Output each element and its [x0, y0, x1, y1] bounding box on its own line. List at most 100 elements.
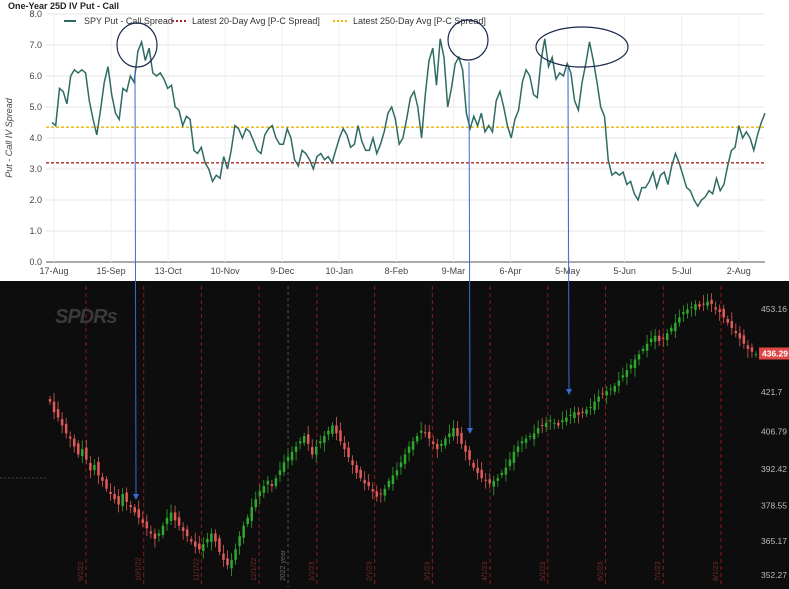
price-tick-label: 392.42	[761, 464, 787, 474]
candle-body	[181, 527, 185, 531]
candle-body	[214, 533, 217, 542]
put-call-spread-chart: One-Year 25D IV Put - Call 0.0 1.0 2.0 3.0 4…	[0, 0, 789, 281]
spy-spread-line	[51, 38, 766, 208]
candle-body	[193, 541, 197, 547]
candle-body	[72, 438, 76, 447]
candle-body	[339, 430, 342, 442]
candle-body	[81, 449, 84, 457]
price-tick-label: 352.27	[761, 570, 787, 580]
candle-body	[682, 312, 685, 315]
candle-body	[250, 507, 253, 521]
candle-body	[569, 414, 572, 416]
month-marker-label: 6/1/23	[598, 561, 605, 581]
candle-body	[254, 499, 258, 508]
candle-body	[617, 380, 621, 386]
candle-body	[621, 375, 625, 378]
candle-body	[440, 443, 443, 447]
candle-body	[436, 443, 439, 450]
candle-body	[472, 462, 475, 468]
candle-body	[690, 306, 693, 308]
candle-body	[399, 462, 403, 468]
candle-body	[415, 436, 419, 442]
candle-body	[177, 517, 181, 526]
month-marker-label: 3/1/23	[424, 561, 431, 581]
candle-body	[452, 428, 455, 437]
candle-body	[270, 483, 274, 487]
month-marker-label: 12/1/22	[251, 558, 258, 581]
candle-body	[290, 451, 294, 461]
candle-body	[230, 559, 233, 569]
y-tick-label: 2.0	[29, 195, 42, 205]
candle-body	[347, 447, 350, 458]
candle-body	[294, 446, 298, 452]
chart-legend: SPY Put - Call Spread Latest 20-Day Avg […	[64, 16, 486, 26]
candle-body	[359, 469, 362, 479]
candle-body	[189, 539, 193, 542]
candle-body	[327, 430, 330, 435]
legend-label: Latest 20-Day Avg [P-C Spread]	[192, 16, 320, 26]
top-y-axis-ticks: 0.0 1.0 2.0 3.0 4.0 5.0 6.0 7.0 8.0	[29, 9, 42, 267]
candle-body	[512, 451, 516, 463]
candle-body	[686, 309, 689, 314]
x-tick-label: 9-Dec	[270, 266, 295, 276]
price-tick-label: 378.55	[761, 501, 787, 511]
candle-body	[210, 533, 213, 542]
candle-body	[520, 441, 524, 444]
candle-body	[218, 538, 221, 552]
candle-body	[540, 424, 544, 426]
top-x-axis-ticks: 17-Aug 15-Sep 13-Oct 10-Nov 9-Dec 10-Jan 8-Feb…	[39, 266, 750, 276]
candle-body	[694, 304, 697, 310]
candle-body	[480, 469, 483, 479]
candle-body	[133, 507, 136, 513]
candle-body	[407, 446, 411, 453]
candle-body	[375, 491, 379, 497]
month-marker-label: 8/1/23	[713, 561, 720, 581]
candle-body	[698, 304, 701, 307]
candle-body	[242, 525, 245, 538]
candle-body	[165, 517, 169, 525]
candle-body	[274, 478, 278, 487]
candle-body	[532, 433, 536, 440]
chart-title: One-Year 25D IV Put - Call	[8, 1, 119, 11]
y-tick-label: 4.0	[29, 133, 42, 143]
candle-body	[460, 432, 463, 444]
candle-body	[597, 396, 600, 402]
candle-body	[282, 462, 286, 472]
candle-body	[125, 492, 128, 502]
candle-body	[169, 512, 173, 521]
candle-body	[129, 505, 132, 508]
candle-body	[536, 428, 540, 434]
candle-body	[561, 420, 564, 423]
candle-body	[335, 425, 338, 434]
year-marker-label: 2022 year	[280, 549, 287, 581]
candle-body	[476, 467, 479, 473]
candle-body	[601, 393, 604, 395]
candle-body	[670, 327, 673, 332]
candle-body	[581, 411, 584, 413]
candle-body	[302, 436, 306, 443]
x-tick-label: 8-Feb	[385, 266, 409, 276]
candle-body	[266, 480, 270, 485]
y-tick-label: 7.0	[29, 40, 42, 50]
candle-body	[738, 333, 742, 339]
candle-body	[444, 438, 447, 446]
candle-body	[657, 335, 661, 342]
candle-body	[665, 333, 669, 341]
price-tick-label: 421.7	[761, 387, 783, 397]
candle-body	[234, 549, 237, 560]
price-axis: 453.16 436.29 421.7 406.79 392.42 378.55 365.1…	[759, 304, 789, 580]
y-tick-label: 1.0	[29, 226, 42, 236]
month-marker-label: 4/1/23	[482, 561, 489, 581]
candle-body	[754, 354, 758, 356]
candle-body	[456, 428, 459, 436]
candle-body	[68, 436, 72, 439]
candle-body	[706, 301, 709, 306]
month-marker-label: 1/1/23	[309, 561, 316, 581]
y-axis-label: Put - Call IV Spread	[4, 97, 14, 178]
candle-body	[161, 525, 165, 536]
candle-body	[395, 470, 399, 476]
x-tick-label: 5-Jun	[613, 266, 636, 276]
candle-body	[226, 558, 229, 566]
candle-body	[645, 343, 649, 351]
candle-body	[331, 425, 334, 434]
